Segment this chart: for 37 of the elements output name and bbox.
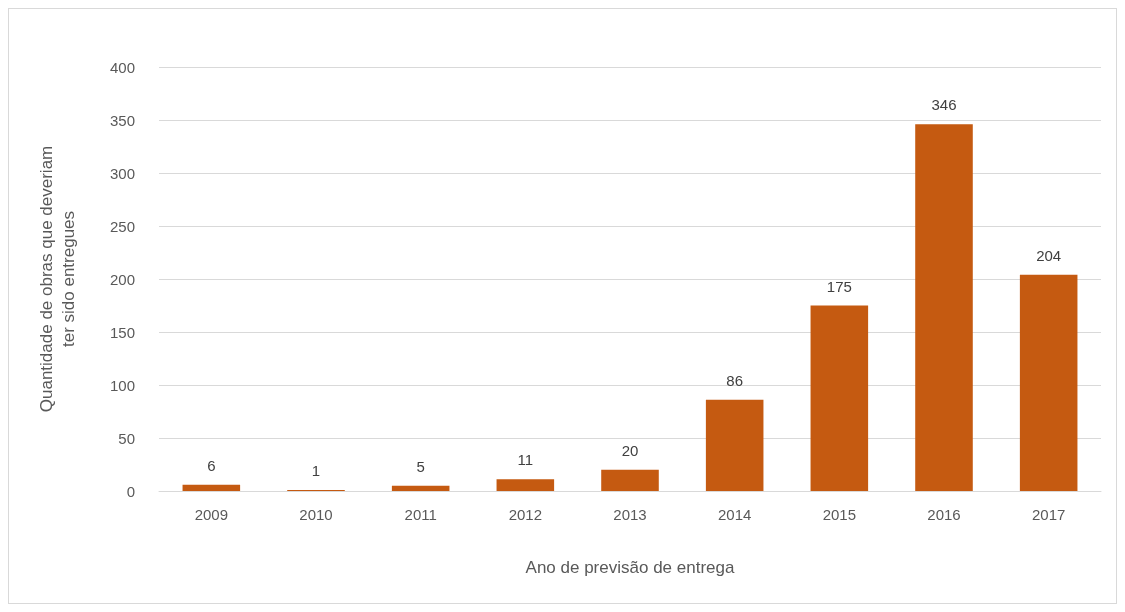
- y-tick-label: 0: [126, 482, 135, 500]
- y-tick-label: 350: [109, 111, 135, 129]
- bar: [496, 479, 555, 491]
- x-tick-label: 2010: [299, 506, 333, 523]
- y-tick-label: 400: [109, 58, 135, 76]
- x-tick-label: 2014: [717, 506, 752, 523]
- y-tick-label: 250: [109, 217, 135, 235]
- data-label: 175: [826, 277, 852, 295]
- bar: [915, 124, 973, 491]
- data-label: 5: [416, 457, 425, 475]
- x-tick-label: 2016: [927, 506, 961, 523]
- bar: [705, 399, 764, 491]
- data-label: 346: [931, 96, 957, 114]
- bar: [1019, 274, 1078, 491]
- y-tick-label: 150: [109, 323, 135, 341]
- y-tick-label: 100: [109, 376, 135, 394]
- x-axis-title: Ano de previsão de entrega: [525, 558, 735, 577]
- x-tick-label: 2011: [404, 506, 437, 523]
- x-tick-label: 2012: [508, 506, 543, 523]
- x-tick-label: 2009: [194, 506, 229, 523]
- y-tick-label: 50: [118, 429, 135, 447]
- bar: [810, 305, 869, 491]
- y-tick-label: 300: [109, 164, 135, 182]
- y-tick-label: 200: [109, 270, 135, 288]
- data-label: 204: [1036, 246, 1062, 264]
- data-label: 11: [517, 451, 534, 469]
- data-label: 86: [726, 371, 744, 389]
- data-label: 6: [207, 456, 216, 474]
- bar: [601, 469, 659, 491]
- data-label: 1: [311, 461, 321, 479]
- y-axis-title: Quantidade de obras que deveriam ter sido entregues: [36, 145, 78, 413]
- x-tick-label: 2015: [822, 506, 857, 523]
- x-tick-label: 2013: [613, 506, 647, 523]
- x-tick-label: 2017: [1031, 506, 1066, 523]
- bar: [182, 484, 241, 491]
- data-label: 20: [621, 441, 639, 459]
- bar: [391, 485, 450, 491]
